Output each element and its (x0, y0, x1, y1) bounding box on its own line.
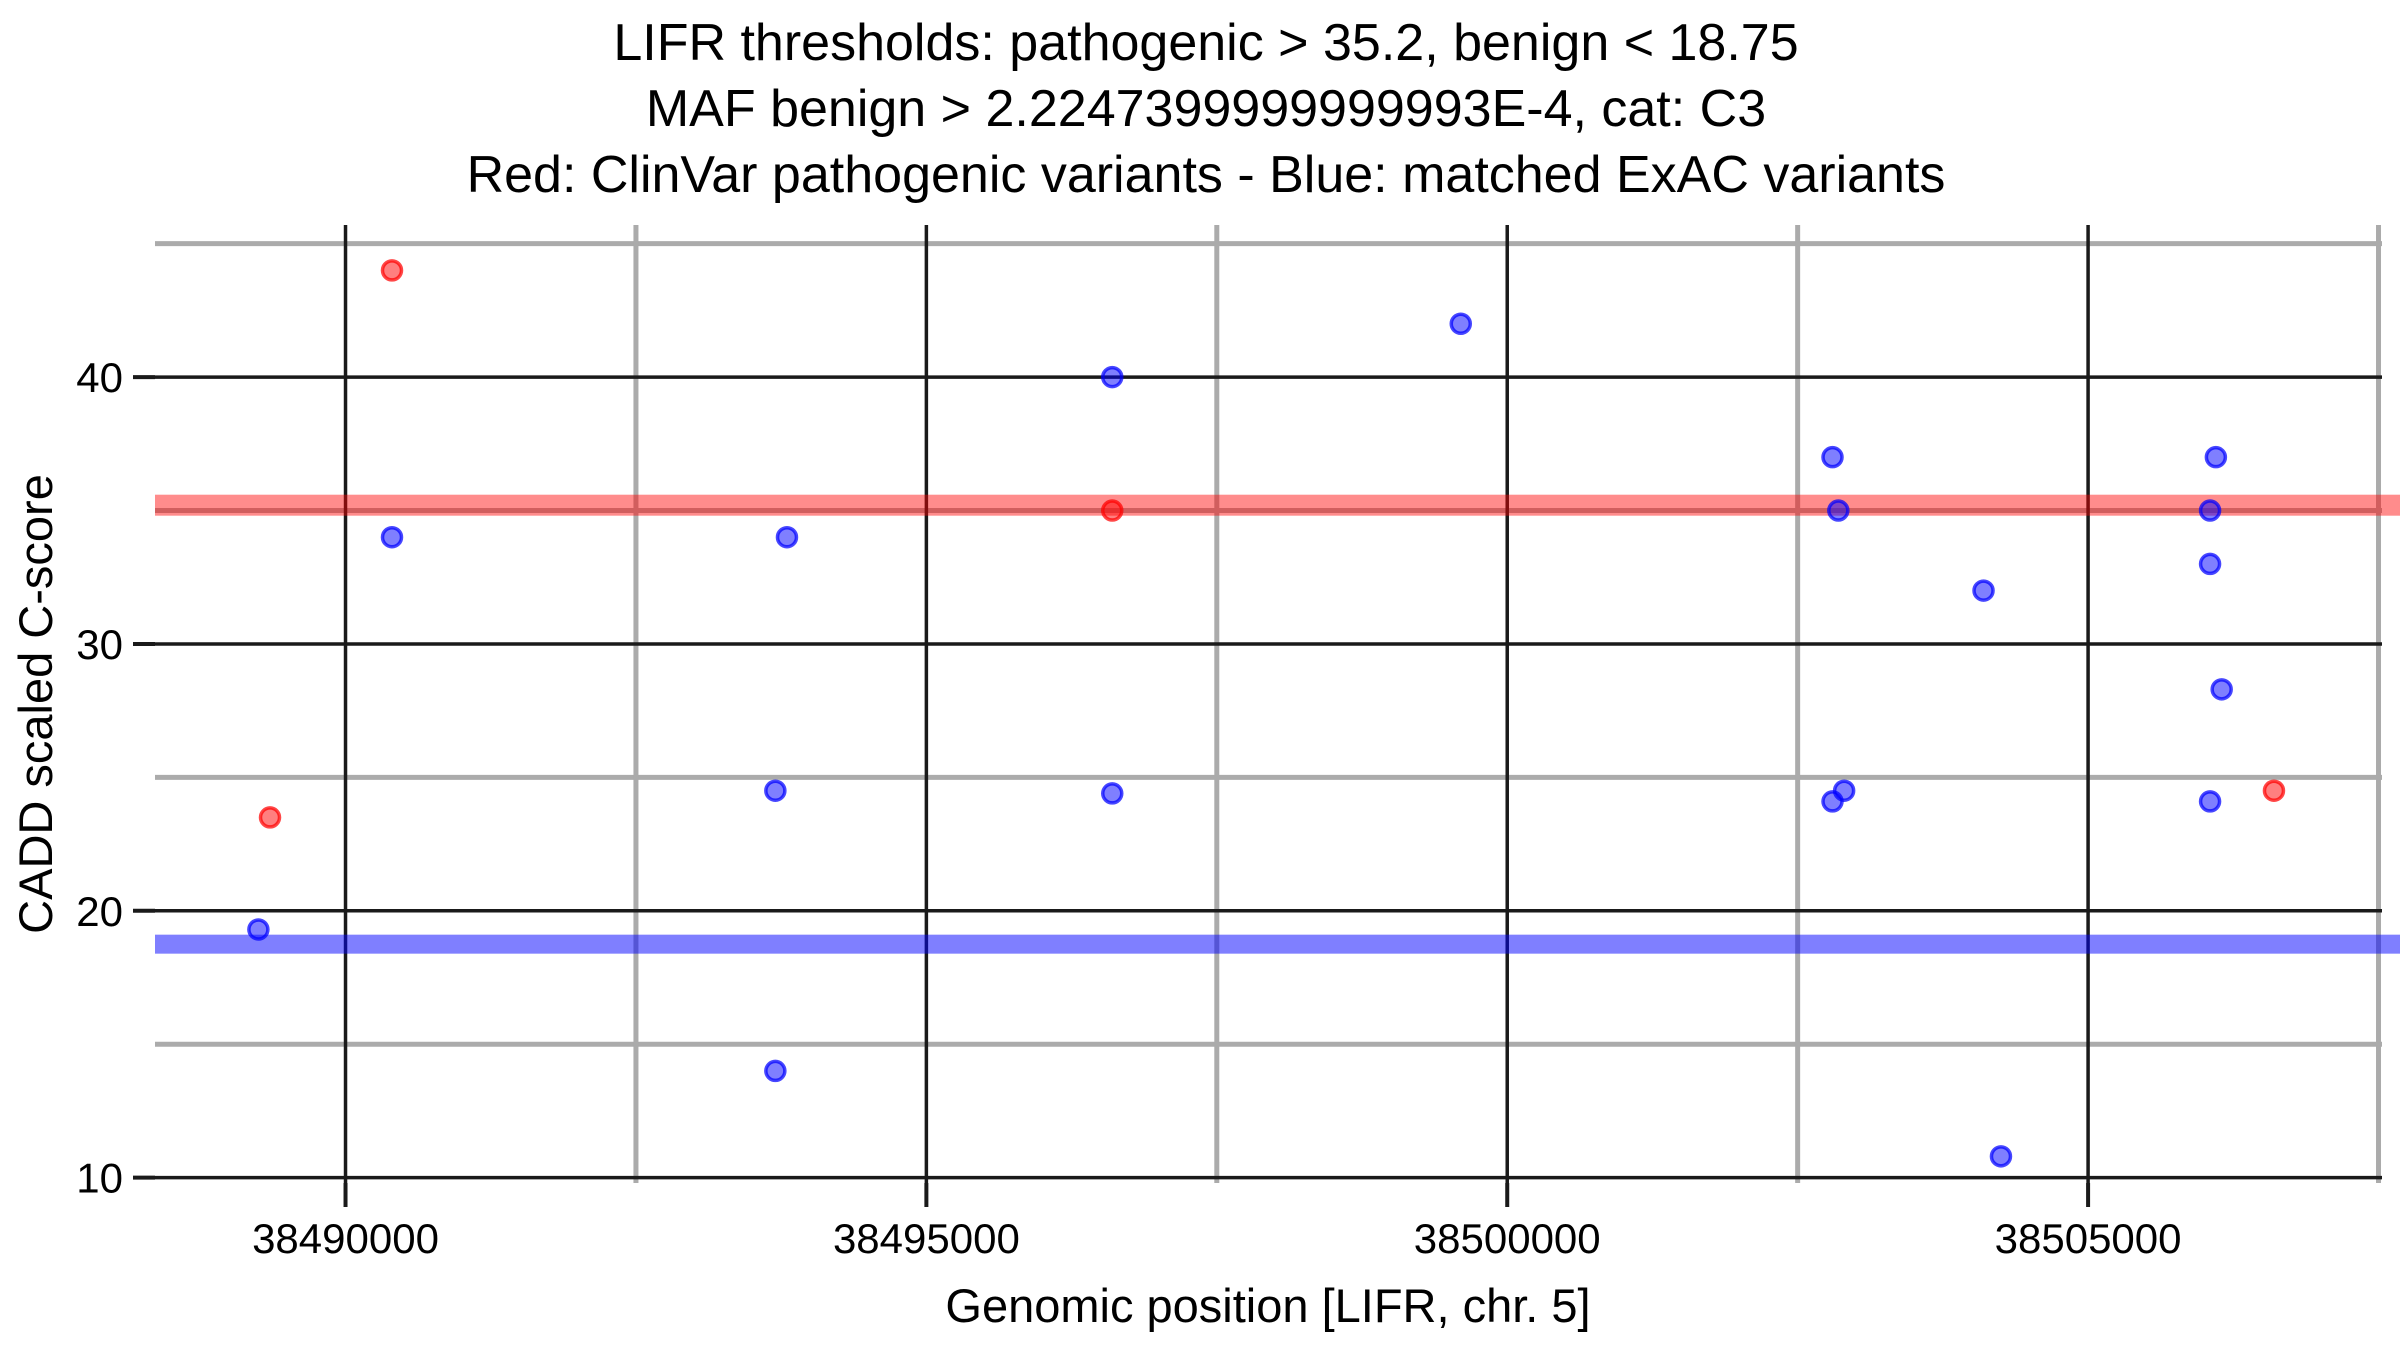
x-tick-label: 38490000 (252, 1215, 439, 1262)
benign-point (1449, 312, 1473, 335)
y-tick-label: 30 (76, 621, 123, 668)
benign-point (1100, 365, 1124, 389)
benign-point (775, 525, 799, 549)
pathogenic-point (380, 259, 404, 282)
chart-title-line-1: LIFR thresholds: pathogenic > 35.2, beni… (613, 14, 1798, 72)
benign-point (1972, 579, 1995, 602)
chart-title-line-3: Red: ClinVar pathogenic variants - Blue:… (467, 146, 1946, 204)
benign-point (1821, 445, 1844, 469)
major-gridlines (155, 225, 2382, 1183)
benign-point (1827, 499, 1850, 522)
y-tick-label: 40 (76, 354, 123, 401)
pathogenic-point (2262, 779, 2286, 802)
benign-point (2210, 678, 2233, 701)
benign-point (380, 525, 404, 549)
x-tick-label: 38495000 (833, 1215, 1020, 1262)
threshold-bands (155, 494, 2400, 954)
data-points (247, 259, 2286, 1168)
benign-point (2198, 499, 2222, 522)
axis-tick-marks (133, 375, 2091, 1207)
benign-point (1100, 782, 1124, 805)
x-axis-label: Genomic position [LIFR, chr. 5] (945, 1279, 1590, 1332)
benign-threshold-band (155, 934, 2400, 954)
y-tick-label: 10 (76, 1155, 123, 1202)
minor-gridlines (155, 225, 2382, 1183)
benign-point (2198, 790, 2222, 813)
pathogenic-point (258, 806, 282, 829)
x-tick-label: 38505000 (1995, 1215, 2182, 1262)
y-axis-label: CADD scaled C-score (9, 474, 62, 934)
axis-tick-labels: 38490000 38495000 38500000 38505000 10 20 30 40 (76, 354, 2181, 1262)
chart-title-line-2: MAF benign > 2.2247399999999993E-4, cat:… (646, 80, 1766, 138)
benign-point (764, 779, 787, 802)
benign-point (764, 1059, 787, 1083)
benign-point (247, 918, 270, 941)
x-tick-label: 38500000 (1414, 1215, 1601, 1262)
y-tick-label: 20 (76, 888, 123, 935)
benign-point (1989, 1145, 2013, 1168)
benign-point (1821, 790, 1844, 813)
benign-point (2204, 445, 2228, 469)
benign-point (2198, 552, 2222, 576)
pathogenic-threshold-band (155, 494, 2400, 516)
pathogenic-point (1100, 499, 1124, 522)
